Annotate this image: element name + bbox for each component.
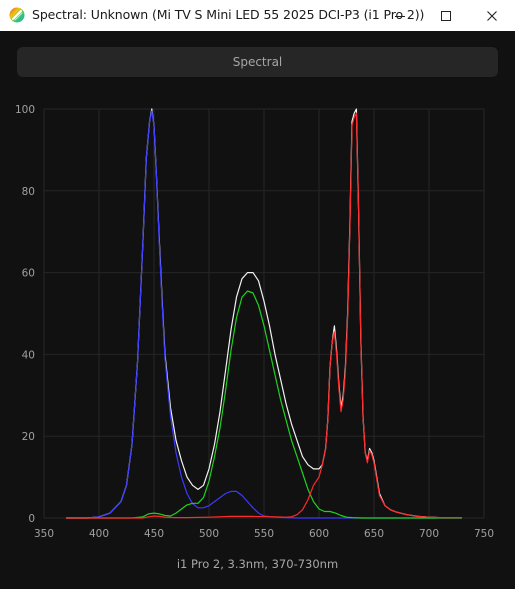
x-tick-label: 650 [364,528,384,540]
window-title: Spectral: Unknown (Mi TV S Mini LED 55 2… [32,7,425,22]
y-tick-label: 40 [22,349,35,361]
title-bar[interactable]: Spectral: Unknown (Mi TV S Mini LED 55 2… [0,0,515,31]
x-tick-label: 700 [419,528,439,540]
maximize-button[interactable] [423,0,469,31]
app-logo-icon [9,7,25,23]
x-tick-label: 500 [199,528,219,540]
y-tick-label: 100 [15,104,35,116]
y-tick-label: 80 [22,186,35,198]
chart-caption: i1 Pro 2, 3.3nm, 370-730nm [176,557,339,571]
x-tick-label: 750 [474,528,494,540]
red-series-line [66,112,462,519]
spectral-chart: 350 400 450 500 550 600 650 700 750 0 20 40 60 80 100 [15,104,494,540]
x-tick-label: 550 [254,528,274,540]
close-icon [487,10,497,21]
x-tick-label: 350 [34,528,54,540]
chart-grid [43,108,485,519]
close-button[interactable] [469,0,515,31]
spectral-mode-button[interactable]: Spectral [17,47,498,77]
maximize-icon [441,10,451,21]
y-tick-label: 60 [22,268,35,280]
y-tick-label: 20 [22,431,35,443]
x-tick-label: 600 [309,528,329,540]
x-tick-label: 400 [89,528,109,540]
window-content: Spectral 350 400 450 500 550 600 650 700 750 0 20 4… [0,31,515,589]
chart-series [66,108,462,519]
chart-axes: 350 400 450 500 550 600 650 700 750 0 20 40 60 80 100 [15,104,494,540]
green-series-line [66,290,462,519]
x-tick-label: 450 [144,528,164,540]
minimize-icon [395,15,405,17]
y-tick-label: 0 [28,513,35,525]
minimize-button[interactable] [377,0,423,31]
